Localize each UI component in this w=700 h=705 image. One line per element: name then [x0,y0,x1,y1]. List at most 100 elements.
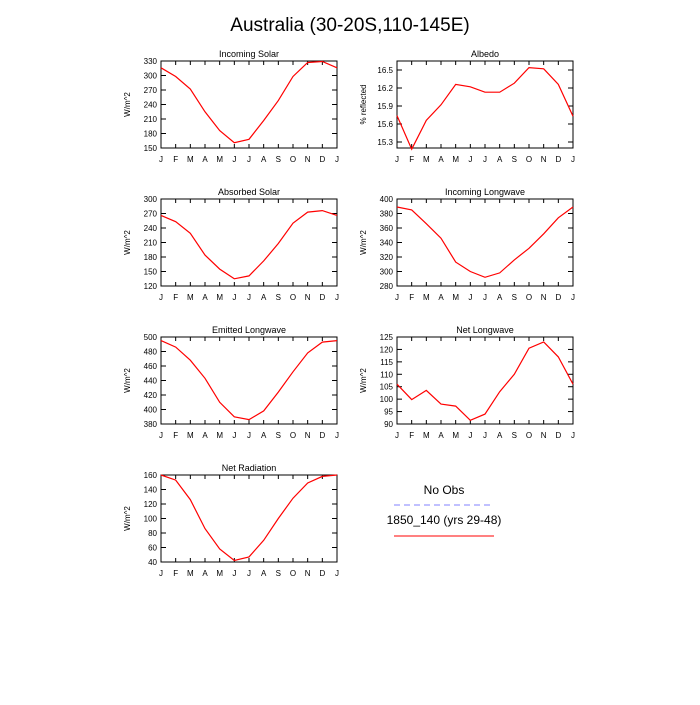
y-tick-label: 460 [144,362,158,371]
x-tick-label: J [571,155,575,164]
x-tick-label: A [497,293,503,302]
x-tick-label: M [187,569,194,578]
x-tick-label: J [232,569,236,578]
x-tick-label: J [232,293,236,302]
plot-frame [396,336,574,425]
series-line [160,340,338,421]
x-tick-label: F [409,293,414,302]
y-tick-label: 300 [380,268,394,277]
legend-label-no-obs: No Obs [424,483,465,497]
x-tick-label: J [159,431,163,440]
x-tick-label: D [555,155,561,164]
y-tick-label: 115 [380,358,393,367]
x-tick-label: M [423,293,430,302]
x-tick-label: J [247,431,251,440]
x-tick-label: J [483,155,487,164]
y-tick-label: 380 [380,210,394,219]
x-tick-label: M [187,293,194,302]
legend-label-model: 1850_140 (yrs 29-48) [387,513,502,527]
x-tick-label: J [395,155,399,164]
x-tick-label: M [216,569,223,578]
plot-frame [160,474,338,563]
x-tick-label: O [526,431,532,440]
x-tick-label: J [483,293,487,302]
y-tick-label: 500 [144,333,158,342]
x-tick-label: A [438,293,444,302]
x-tick-label: M [423,155,430,164]
x-tick-label: F [173,155,178,164]
x-tick-label: F [173,431,178,440]
plot-frame [160,60,338,149]
y-tick-label: 90 [384,420,393,429]
x-tick-label: O [290,155,296,164]
y-tick-label: 420 [144,391,158,400]
y-axis-label: W/m^2 [123,368,132,393]
y-tick-label: 210 [144,115,158,124]
y-tick-label: 380 [144,420,158,429]
x-tick-label: F [409,431,414,440]
y-tick-label: 240 [144,224,158,233]
x-tick-label: N [305,569,311,578]
x-tick-label: M [452,431,459,440]
x-tick-label: S [512,431,517,440]
x-tick-label: M [216,155,223,164]
x-tick-label: N [541,155,547,164]
x-tick-label: N [541,293,547,302]
x-tick-label: J [335,431,339,440]
x-tick-label: N [305,155,311,164]
panel-title: Emitted Longwave [212,325,286,335]
panel-title: Albedo [471,49,499,59]
y-tick-label: 120 [144,500,158,509]
y-tick-label: 105 [380,383,394,392]
panel-title: Incoming Longwave [445,187,525,197]
x-tick-label: F [173,293,178,302]
x-tick-label: D [555,431,561,440]
x-tick-label: J [395,431,399,440]
panel-title: Incoming Solar [219,49,279,59]
y-tick-label: 15.6 [377,120,393,129]
x-tick-label: N [305,293,311,302]
x-tick-label: F [173,569,178,578]
x-tick-label: D [555,293,561,302]
y-tick-label: 120 [380,345,394,354]
x-tick-label: J [335,569,339,578]
figure-title: Australia (30-20S,110-145E) [230,15,469,36]
x-tick-label: M [423,431,430,440]
x-tick-label: J [571,431,575,440]
y-tick-label: 180 [144,130,158,139]
x-tick-label: D [319,155,325,164]
series-line [160,60,338,144]
y-tick-label: 270 [144,86,158,95]
y-tick-label: 270 [144,210,158,219]
y-tick-label: 360 [380,224,394,233]
y-tick-label: 16.2 [377,84,393,93]
y-tick-label: 95 [384,408,393,417]
plot-frame [396,198,574,287]
y-tick-label: 400 [380,195,394,204]
x-tick-label: J [468,431,472,440]
x-tick-label: M [452,155,459,164]
y-tick-label: 100 [380,395,394,404]
y-tick-label: 60 [148,544,157,553]
x-tick-label: J [232,431,236,440]
x-tick-label: A [438,431,444,440]
x-tick-label: A [202,293,208,302]
x-tick-label: M [187,155,194,164]
y-tick-label: 110 [380,370,393,379]
x-tick-label: D [319,569,325,578]
y-tick-label: 240 [144,101,158,110]
panel-title: Net Longwave [456,325,514,335]
x-tick-label: A [261,431,267,440]
y-tick-label: 16.5 [377,66,393,75]
plot-frame [396,60,574,149]
y-tick-label: 140 [144,486,158,495]
